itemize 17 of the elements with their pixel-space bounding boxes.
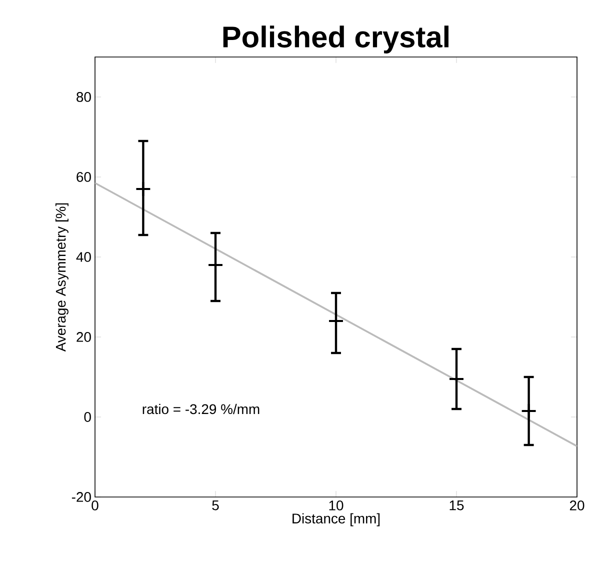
point <box>520 403 537 419</box>
chart-title: Polished crystal <box>223 26 448 54</box>
y-tick-label: 40 <box>76 252 91 262</box>
x-tick-label: 0 <box>92 500 98 510</box>
y-tick-label: 0 <box>84 412 91 422</box>
annotation: ratio = -3.29 %/mm <box>142 404 260 414</box>
x-tick-label: 5 <box>212 500 219 510</box>
y-tick-label: -20 <box>72 492 91 502</box>
y-axis-title: Average Asymmetry [%] <box>55 203 68 352</box>
x-tick-label: 20 <box>570 500 584 510</box>
x-axis-title: Distance [mm] <box>292 513 380 526</box>
y-tick-label: 60 <box>76 172 91 182</box>
y-tick-label: 80 <box>76 92 91 102</box>
x-tick-label: 10 <box>329 500 344 510</box>
x-tick-label: 15 <box>450 500 464 510</box>
y-tick-label: 20 <box>76 332 91 342</box>
point <box>135 181 152 197</box>
